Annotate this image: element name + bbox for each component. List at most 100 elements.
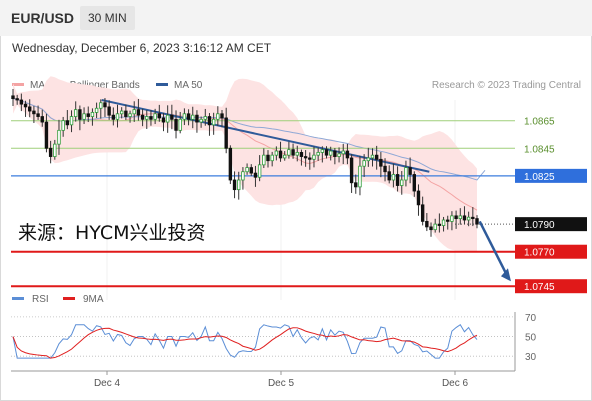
candle-body (270, 154, 274, 162)
candle-body (237, 179, 241, 191)
candle-body (420, 204, 425, 222)
candle-body (408, 167, 412, 175)
legend-swatch-bollinger (12, 82, 24, 86)
candle-body (345, 150, 350, 159)
x-axis: Dec 4 Dec 5 Dec 6 (11, 312, 516, 389)
candle-body (379, 158, 383, 167)
candle-body (324, 149, 329, 156)
rsi-legend: RSI 9MA (12, 294, 104, 305)
forecast-arrow-head (500, 268, 511, 282)
candle-body (303, 156, 308, 159)
bollinger-band-fill (13, 76, 477, 252)
rsi-9ma-line (12, 327, 478, 359)
watermark-text: 来源：HYCM兴业投资 (18, 222, 206, 244)
candle-body (475, 218, 479, 225)
candle-body (454, 215, 458, 220)
candle-body (132, 109, 136, 115)
candle-body (136, 109, 141, 116)
candle-body (145, 116, 149, 120)
rsi-line (12, 324, 478, 359)
rsi-panel: 70 50 30 (11, 313, 537, 363)
candle-body (182, 113, 187, 120)
candle-body (295, 152, 299, 156)
candle-body (107, 106, 111, 116)
candle-body (86, 113, 90, 117)
candle-body (358, 165, 362, 188)
level-label: 1.0770 (524, 248, 555, 259)
level-label: 1.0865 (524, 117, 555, 128)
candle-body (78, 109, 82, 120)
candle-body (90, 112, 95, 117)
candle-body (245, 167, 249, 173)
level-label-box (515, 217, 587, 232)
trendline-group (101, 99, 430, 173)
candle-body (57, 129, 61, 145)
candle-body (458, 215, 462, 220)
rsi-legend-swatch (12, 297, 24, 300)
chart-datetime: Wednesday, December 6, 2023 3:16:12 AM C… (12, 41, 272, 55)
candle-body (36, 113, 40, 117)
candle-body (165, 114, 170, 123)
candle-body (15, 98, 19, 101)
candle-body (308, 157, 312, 160)
candle-body (40, 116, 44, 123)
candle-body (115, 113, 120, 120)
level-label-box (515, 244, 587, 259)
candle-body (207, 116, 212, 126)
level-label: 1.0825 (524, 172, 555, 183)
x-tick-label: Dec 5 (268, 378, 295, 389)
level-label: 1.0845 (524, 144, 555, 155)
rsi-legend-swatch (63, 297, 75, 300)
candle-body (437, 223, 442, 226)
candle-body (74, 109, 78, 117)
symbol-label[interactable]: EUR/USD (11, 10, 75, 26)
rsi-tick-label: 50 (525, 333, 537, 344)
candle-body (82, 113, 86, 120)
candle-body (128, 113, 132, 117)
candle-body (341, 150, 345, 155)
candle-body (191, 114, 195, 120)
candle-body (362, 160, 366, 167)
candlesticks (11, 89, 479, 237)
candle-body (349, 157, 354, 184)
candle-body (65, 120, 70, 126)
ma50-line (12, 98, 486, 181)
legend-item-ma50: MA 50 (156, 80, 202, 91)
rsi-legend-label: 9MA (83, 294, 104, 305)
candle-body (429, 226, 433, 231)
candle-body (253, 172, 258, 178)
candle-body (366, 157, 371, 162)
candle-body (203, 116, 207, 120)
candle-body (19, 99, 24, 105)
candle-body (291, 149, 295, 156)
candle-body (178, 118, 182, 131)
candle-body (374, 154, 379, 160)
candle-body (11, 95, 15, 100)
candle-body (69, 116, 74, 126)
rsi-legend-label: RSI (32, 294, 49, 305)
candle-body (328, 150, 333, 156)
candle-body (161, 117, 166, 123)
candle-body (99, 102, 103, 109)
candle-body (28, 106, 32, 112)
candle-body (471, 216, 475, 220)
candle-body (220, 113, 224, 119)
legend-label-ma50: MA 50 (174, 80, 203, 91)
candle-body (32, 110, 36, 115)
level-labels: 1.0865 1.0845 1.0825 1.0790 1.0770 1.0745 (515, 117, 587, 294)
candle-body (354, 182, 358, 188)
candle-body (157, 113, 162, 119)
candle-body (299, 152, 304, 157)
candle-body (149, 116, 153, 120)
level-label: 1.0745 (524, 282, 555, 293)
chart-header: EUR/USD 30 MIN (0, 0, 592, 36)
candle-body (249, 167, 253, 174)
candle-body (283, 154, 287, 159)
candle-body (119, 110, 124, 115)
level-label: 1.0790 (524, 220, 555, 231)
price-levels (11, 120, 587, 288)
candle-body (395, 174, 400, 186)
timeframe-button[interactable]: 30 MIN (80, 6, 135, 30)
candle-body (383, 165, 387, 173)
